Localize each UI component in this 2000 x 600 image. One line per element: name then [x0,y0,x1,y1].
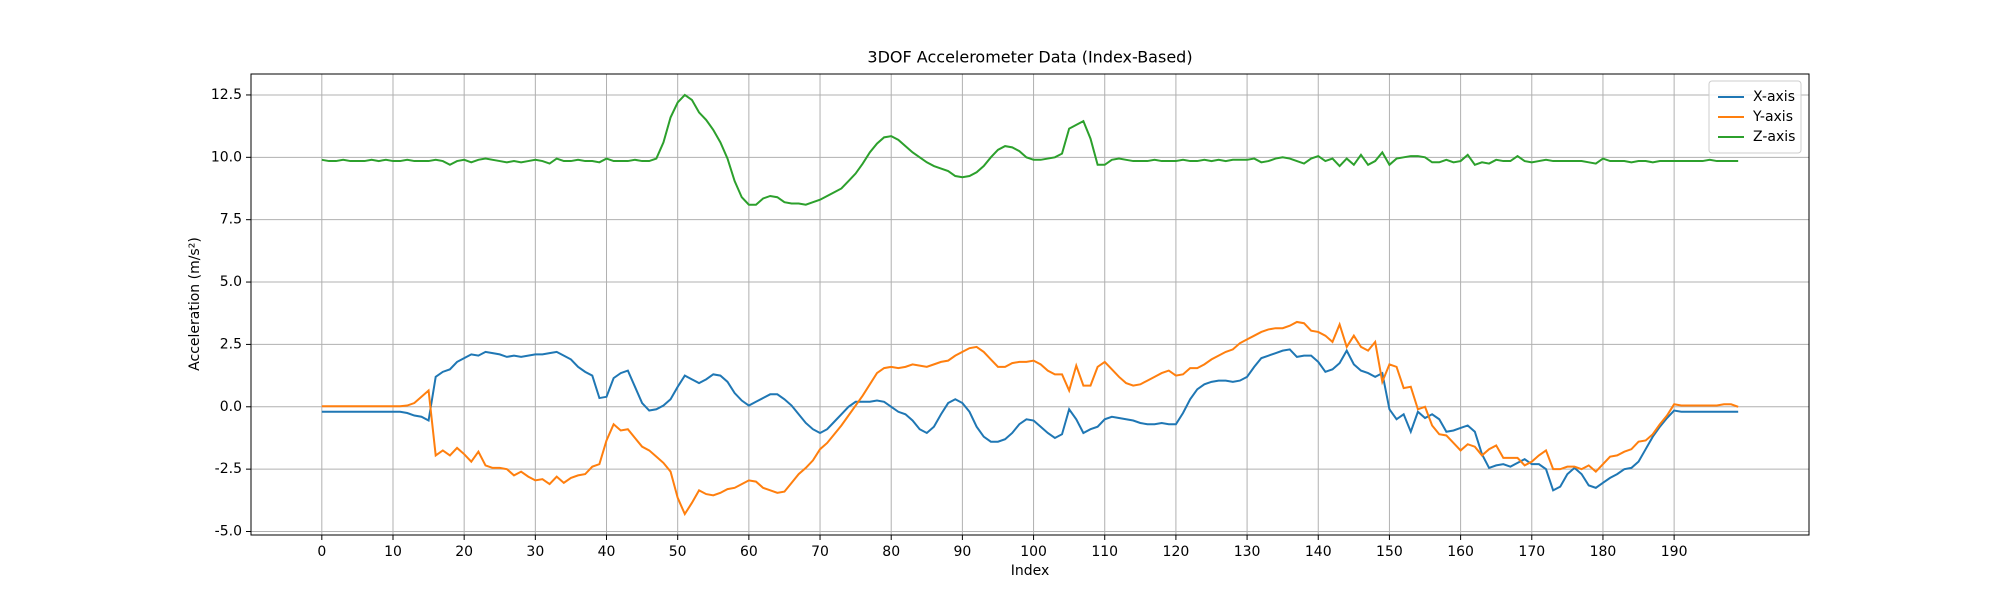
plot-frame [250,73,1810,536]
chart-title: 3DOF Accelerometer Data (Index-Based) [867,48,1192,67]
y-tick-label: 10.0 [211,149,242,165]
x-tick-label: 180 [1590,544,1617,560]
y-tick-label: 0.0 [220,399,242,415]
x-tick-label: 30 [526,544,544,560]
x-tick-label: 170 [1518,544,1545,560]
x-tick-label: 100 [1020,544,1047,560]
x-tick-label: 60 [740,544,758,560]
y-tick-label: 5.0 [220,274,242,290]
x-tick-label: 190 [1661,544,1688,560]
x-tick-label: 50 [669,544,687,560]
y-tick-label: 2.5 [220,336,242,352]
x-tick-label: 160 [1447,544,1474,560]
x-tick-label: 150 [1376,544,1403,560]
data-line [321,320,1739,517]
x-tick-label: 140 [1305,544,1332,560]
x-tick-label: 40 [598,544,616,560]
x-tick-label: 10 [384,544,402,560]
data-line [321,348,1739,492]
x-axis-label: Index [1011,563,1050,579]
legend-label: Z-axis [1753,129,1795,145]
y-axis-label: Acceleration (m/s²) [187,237,203,371]
y-tick-label: 7.5 [220,212,242,228]
x-tick-label: 90 [953,544,971,560]
legend-box [1708,80,1802,154]
y-tick-label: -2.5 [215,461,242,477]
y-tick-label: 12.5 [211,87,242,103]
x-tick-label: 0 [317,544,326,560]
x-tick-label: 110 [1091,544,1118,560]
legend-label: X-axis [1753,89,1795,105]
x-tick-label: 20 [455,544,473,560]
x-tick-label: 80 [882,544,900,560]
x-tick-label: 120 [1163,544,1190,560]
data-line [321,93,1739,206]
legend-label: Y-axis [1752,109,1793,125]
x-tick-label: 130 [1234,544,1261,560]
y-tick-label: -5.0 [215,524,242,540]
x-tick-label: 70 [811,544,829,560]
